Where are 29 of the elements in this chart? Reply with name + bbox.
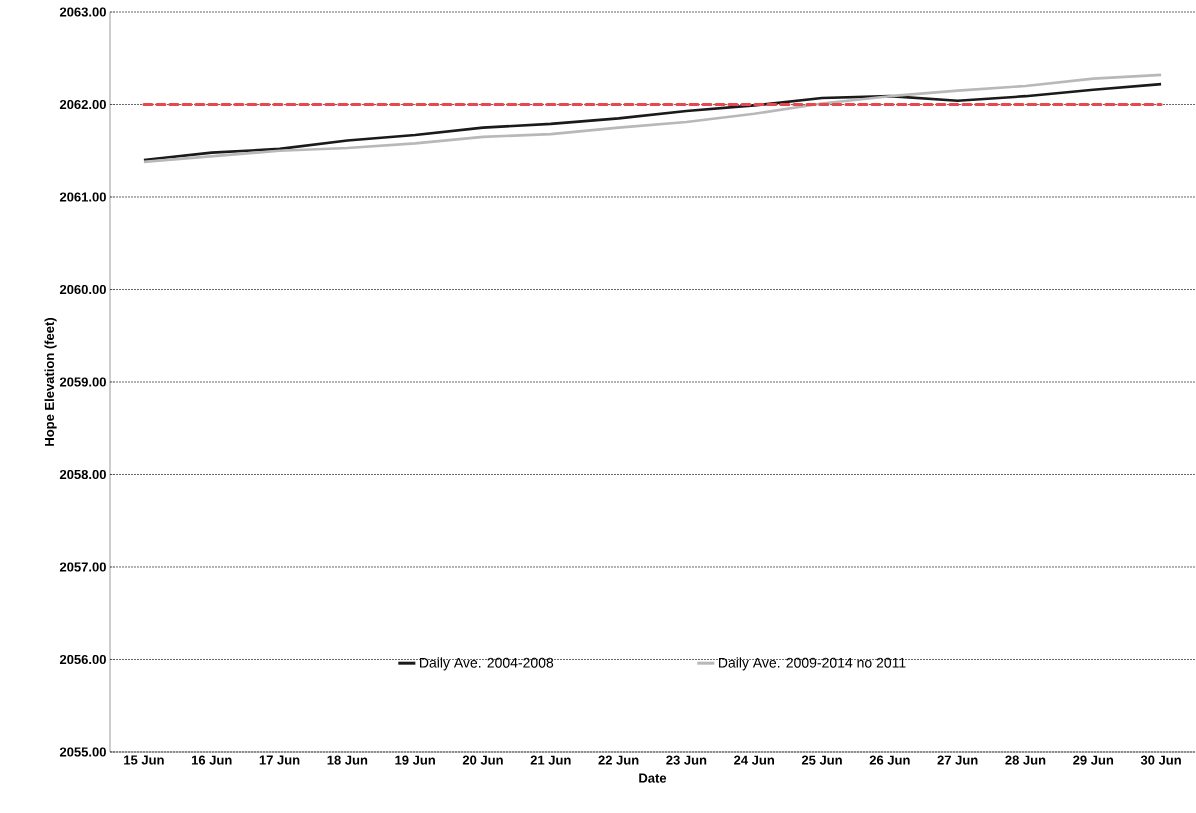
- x-tick-label: 24 Jun: [734, 755, 774, 765]
- x-tick-label: 20 Jun: [462, 755, 503, 765]
- x-tick-label: 27 Jun: [937, 755, 978, 765]
- y-axis-title: Hope Elevation (feet): [44, 318, 57, 446]
- y-tick-label: 2063.00: [59, 7, 106, 17]
- y-tick-label: 2058.00: [59, 469, 106, 480]
- x-tick-label: 18 Jun: [327, 755, 368, 765]
- x-tick-label: 21 Jun: [530, 755, 571, 765]
- x-tick-label: 16 Jun: [191, 755, 232, 765]
- y-tick-label: 2059.00: [59, 377, 106, 387]
- x-tick-label: 29 Jun: [1073, 755, 1114, 765]
- x-tick-label: 23 Jun: [666, 755, 707, 765]
- x-tick-label: 19 Jun: [395, 755, 435, 765]
- legend-label: Daily Ave. 2009-2014 no 2011: [718, 657, 906, 671]
- x-tick-label: 22 Jun: [598, 755, 639, 765]
- x-tick-label: 17 Jun: [259, 755, 300, 765]
- x-tick-label: 26 Jun: [869, 755, 910, 765]
- x-tick-label: 15 Jun: [124, 755, 164, 765]
- x-tick-label: 25 Jun: [801, 755, 842, 765]
- x-tick-label: 30 Jun: [1140, 755, 1181, 765]
- y-tick-label: 2055.00: [59, 747, 106, 757]
- y-tick-label: 2061.00: [59, 192, 106, 202]
- legend-label: Daily Ave. 2004-2008: [420, 657, 554, 671]
- x-axis-title: Date: [639, 773, 667, 783]
- y-tick-label: 2060.00: [59, 284, 106, 295]
- x-tick-label: 28 Jun: [1005, 755, 1046, 765]
- y-tick-label: 2062.00: [59, 99, 106, 110]
- y-tick-label: 2057.00: [59, 562, 106, 572]
- y-tick-label: 2056.00: [59, 654, 106, 665]
